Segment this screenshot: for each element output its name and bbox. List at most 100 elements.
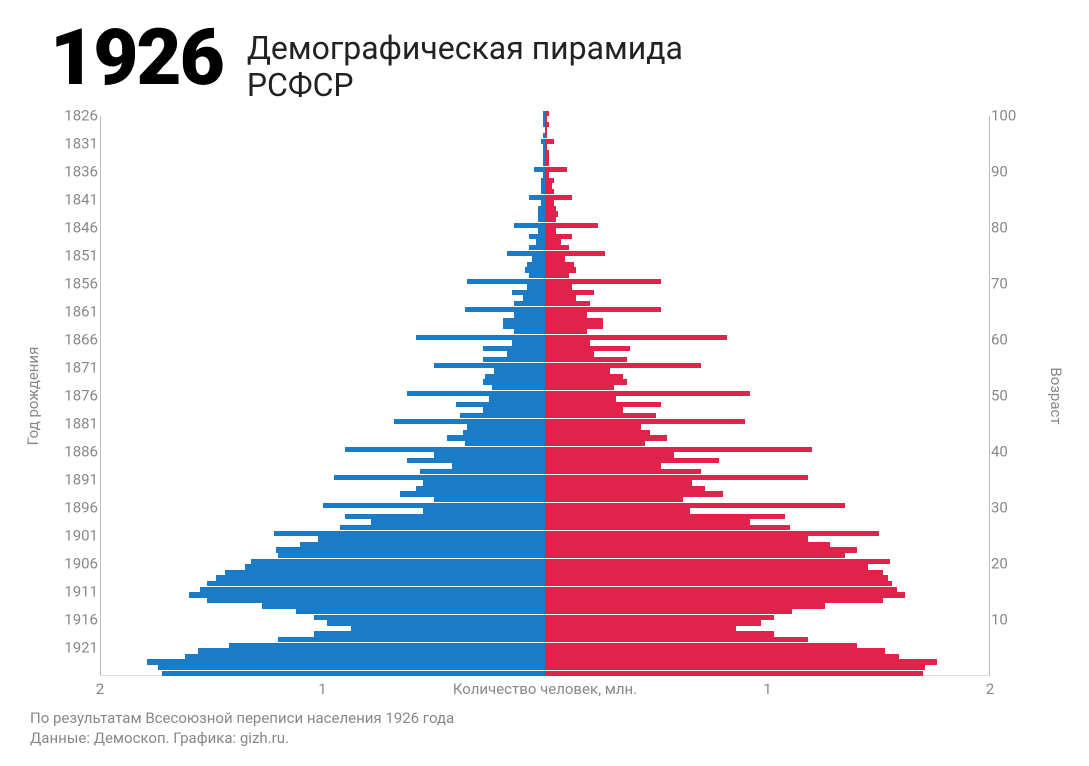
female-bar (545, 430, 650, 436)
pyramid-row (101, 575, 989, 581)
pyramid-row (101, 379, 989, 385)
y-right-tick: 90 (991, 165, 1031, 180)
y-left-tick: 1851 (58, 249, 98, 264)
pyramid-row (101, 396, 989, 402)
pyramid-row (101, 435, 989, 441)
x-tick-left: 2 (96, 680, 104, 698)
y-left-tick: 1921 (58, 641, 98, 656)
female-bar (545, 273, 569, 279)
female-bar (545, 144, 547, 150)
male-bar (463, 430, 545, 436)
male-bar (514, 312, 545, 318)
pyramid-row (101, 279, 989, 285)
pyramid-row (101, 323, 989, 329)
female-bar (545, 363, 701, 369)
male-bar (278, 637, 545, 643)
female-bar (545, 357, 627, 363)
male-bar (503, 318, 545, 324)
female-bar (545, 441, 645, 447)
footer-line-1: По результатам Всесоюзной переписи насел… (30, 708, 454, 728)
female-bar (545, 379, 627, 385)
female-bar (545, 637, 808, 643)
male-bar (538, 206, 545, 212)
pyramid-row (101, 195, 989, 201)
pyramid-row (101, 206, 989, 212)
female-bar (545, 351, 594, 357)
female-bar (545, 671, 923, 677)
pyramid-row (101, 245, 989, 251)
male-bar (423, 508, 545, 514)
pyramid-row (101, 351, 989, 357)
y-left-tick: 1906 (58, 557, 98, 572)
male-bar (512, 290, 545, 296)
pyramid-row (101, 301, 989, 307)
female-bar (545, 301, 590, 307)
female-bar (545, 525, 790, 531)
female-bar (545, 251, 605, 257)
y-left-tick: 1886 (58, 445, 98, 460)
male-bar (527, 262, 545, 268)
male-bar (420, 469, 545, 475)
male-bar (467, 424, 545, 430)
pyramid-row (101, 312, 989, 318)
male-bar (340, 525, 545, 531)
pyramid-row (101, 430, 989, 436)
pyramid-row (101, 486, 989, 492)
pyramid-row (101, 273, 989, 279)
pyramid-row (101, 183, 989, 189)
female-bar (545, 435, 667, 441)
male-bar (251, 559, 545, 565)
female-bar (545, 536, 808, 542)
female-bar (545, 217, 556, 223)
y-right-tick: 30 (991, 501, 1031, 516)
female-bar (545, 234, 572, 240)
female-bar (545, 385, 614, 391)
male-bar (494, 368, 545, 374)
male-bar (514, 301, 545, 307)
y-left-tick: 1831 (58, 137, 98, 152)
female-bar (545, 648, 885, 654)
pyramid-row (101, 592, 989, 598)
pyramid-row (101, 116, 989, 122)
male-bar (465, 307, 545, 313)
female-bar (545, 452, 674, 458)
male-bar (434, 363, 545, 369)
pyramid-row (101, 144, 989, 150)
y-axis-left-ticks: 1826183118361841184618511856186118661871… (58, 116, 98, 676)
y-left-tick: 1911 (58, 585, 98, 600)
pyramid-row (101, 648, 989, 654)
female-bar (545, 206, 556, 212)
y-right-tick: 10 (991, 613, 1031, 628)
female-bar (545, 654, 899, 660)
pyramid-row (101, 620, 989, 626)
pyramid-row (101, 402, 989, 408)
footer: По результатам Всесоюзной переписи насел… (30, 708, 454, 749)
pyramid-row (101, 615, 989, 621)
female-bar (545, 447, 812, 453)
y-left-tick: 1866 (58, 333, 98, 348)
female-bar (545, 615, 774, 621)
y-left-tick: 1896 (58, 501, 98, 516)
pyramid-row (101, 346, 989, 352)
pyramid-row (101, 519, 989, 525)
y-left-tick: 1876 (58, 389, 98, 404)
pyramid-row (101, 542, 989, 548)
pyramid-row (101, 447, 989, 453)
pyramid-row (101, 609, 989, 615)
female-bar (545, 312, 587, 318)
female-bar (545, 172, 549, 178)
pyramid-row (101, 150, 989, 156)
y-right-tick: 50 (991, 389, 1031, 404)
pyramid-row (101, 122, 989, 128)
male-bar (394, 419, 545, 425)
y-right-tick: 60 (991, 333, 1031, 348)
male-bar (456, 402, 545, 408)
x-axis: 2112 Количество человек, млн. (100, 678, 990, 698)
pyramid-row (101, 491, 989, 497)
male-bar (483, 357, 545, 363)
pyramid-row (101, 133, 989, 139)
pyramid-row (101, 463, 989, 469)
y-left-tick: 1836 (58, 165, 98, 180)
female-bar (545, 592, 905, 598)
y-left-tick: 1891 (58, 473, 98, 488)
